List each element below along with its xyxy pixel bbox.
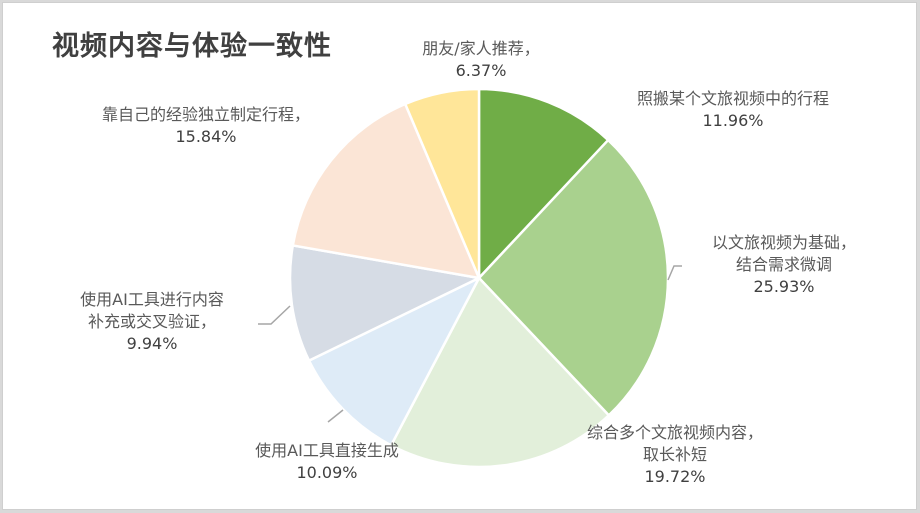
data-label-s1: 以文旅视频为基础， 结合需求微调 25.93% <box>684 232 884 298</box>
leader-line-s1 <box>667 265 682 281</box>
data-label-s4: 使用AI工具进行内容 补充或交叉验证， 9.94% <box>52 289 252 355</box>
leader-lines <box>258 265 682 423</box>
label-value: 11.96% <box>702 111 764 130</box>
label-text: 照搬某个文旅视频中的行程 <box>636 89 829 108</box>
pie-slice-s6 <box>404 87 481 280</box>
pie-slice-s2 <box>389 276 611 469</box>
label-value: 25.93% <box>753 277 815 296</box>
data-label-s2: 综合多个文旅视频内容， 取长补短 19.72% <box>560 422 790 488</box>
label-value: 6.37% <box>455 61 507 80</box>
label-value: 19.72% <box>644 467 706 486</box>
label-value: 9.94% <box>126 334 178 353</box>
label-text: 结合需求微调 <box>735 255 832 274</box>
chart-title: 视频内容与体验一致性 <box>52 31 332 62</box>
label-text: 朋友/家人推荐， <box>422 39 540 58</box>
pie-slices <box>288 87 670 469</box>
data-label-s5: 靠自己的经验独立制定行程， 15.84% <box>56 104 356 148</box>
pie-slice-s5 <box>291 102 481 280</box>
pie-slice-s1 <box>477 138 670 417</box>
label-text: 补充或交叉验证， <box>87 312 216 331</box>
label-text: 使用AI工具进行内容 <box>80 290 224 309</box>
leader-line-s4 <box>258 305 291 325</box>
data-label-s0: 照搬某个文旅视频中的行程 11.96% <box>598 88 868 132</box>
pie-slice-s4 <box>288 244 481 362</box>
label-value: 10.09% <box>296 463 358 482</box>
label-text: 取长补短 <box>642 445 707 464</box>
leader-line-s3 <box>327 409 344 423</box>
label-text: 靠自己的经验独立制定行程， <box>101 105 310 124</box>
label-text: 综合多个文旅视频内容， <box>586 423 763 442</box>
label-text: 使用AI工具直接生成 <box>255 441 399 460</box>
pie-slice-s3 <box>307 276 481 447</box>
label-text: 以文旅视频为基础， <box>711 233 856 252</box>
label-value: 15.84% <box>175 127 237 146</box>
data-label-s6: 朋友/家人推荐， 6.37% <box>386 38 576 82</box>
data-label-s3: 使用AI工具直接生成 10.09% <box>222 440 432 484</box>
pie-slice-s0 <box>477 87 610 280</box>
